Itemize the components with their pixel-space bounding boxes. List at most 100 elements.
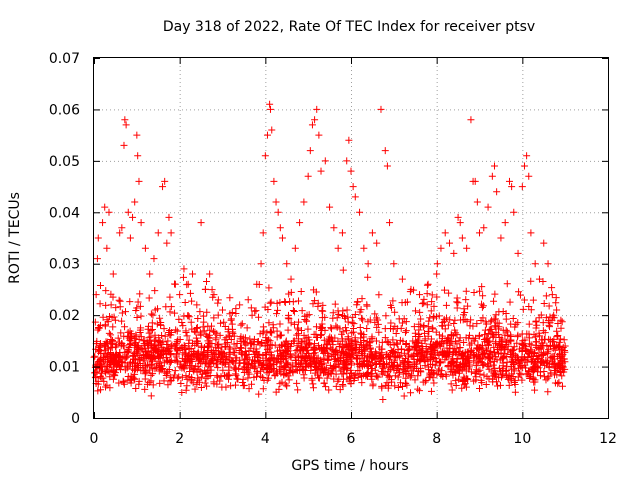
data-point xyxy=(216,331,224,339)
data-point xyxy=(349,183,357,191)
data-point xyxy=(218,353,226,361)
data-point xyxy=(290,337,298,345)
data-point xyxy=(419,345,427,353)
data-point xyxy=(554,319,562,327)
data-point xyxy=(383,360,391,368)
data-point xyxy=(99,356,107,364)
data-point xyxy=(203,382,211,390)
data-point xyxy=(533,321,541,329)
data-point xyxy=(373,239,381,247)
data-point xyxy=(507,320,515,328)
data-point xyxy=(187,345,195,353)
data-point xyxy=(177,379,185,387)
data-point xyxy=(121,116,129,124)
data-point xyxy=(332,322,340,330)
data-point xyxy=(470,289,478,297)
data-point xyxy=(159,183,167,191)
data-point xyxy=(545,302,553,310)
data-point xyxy=(155,338,163,346)
data-point xyxy=(525,172,533,180)
data-point xyxy=(394,383,402,391)
data-point xyxy=(90,369,98,377)
data-point xyxy=(314,299,322,307)
data-point xyxy=(104,318,112,326)
data-point xyxy=(518,376,526,384)
data-point xyxy=(251,363,259,371)
data-point xyxy=(317,167,325,175)
data-point xyxy=(347,380,355,388)
data-point xyxy=(343,157,351,165)
data-point xyxy=(231,364,239,372)
data-point xyxy=(294,386,302,394)
data-point xyxy=(490,357,498,365)
data-point xyxy=(135,336,143,344)
data-point xyxy=(340,364,348,372)
data-point xyxy=(206,334,214,342)
data-point xyxy=(494,382,502,390)
data-point xyxy=(185,373,193,381)
data-point xyxy=(222,383,230,391)
data-point xyxy=(116,354,124,362)
data-point xyxy=(357,306,365,314)
data-point xyxy=(99,313,107,321)
data-point xyxy=(416,332,424,340)
data-point xyxy=(490,349,498,357)
data-point xyxy=(557,316,565,324)
data-point xyxy=(441,350,449,358)
data-point xyxy=(481,326,489,334)
data-point xyxy=(292,362,300,370)
data-point xyxy=(118,224,126,232)
data-point xyxy=(527,229,535,237)
data-point xyxy=(150,255,158,263)
data-point xyxy=(227,382,235,390)
data-point xyxy=(543,342,551,350)
data-point xyxy=(556,350,564,358)
data-point xyxy=(172,326,180,334)
data-point xyxy=(504,375,512,383)
data-point xyxy=(398,346,406,354)
data-point xyxy=(267,298,275,306)
data-point xyxy=(500,353,508,361)
data-point xyxy=(198,370,206,378)
data-point xyxy=(323,340,331,348)
data-point xyxy=(139,337,147,345)
data-point xyxy=(344,318,352,326)
data-point xyxy=(167,376,175,384)
data-point xyxy=(96,300,104,308)
data-point xyxy=(510,350,518,358)
data-point xyxy=(96,346,104,354)
data-point xyxy=(525,340,533,348)
data-point xyxy=(525,320,533,328)
data-point xyxy=(462,296,470,304)
data-point xyxy=(109,337,117,345)
data-point xyxy=(451,316,459,324)
data-point xyxy=(282,347,290,355)
data-point xyxy=(280,363,288,371)
data-point xyxy=(346,358,354,366)
data-point xyxy=(311,116,319,124)
data-point xyxy=(171,280,179,288)
data-point xyxy=(118,317,126,325)
data-point xyxy=(111,369,119,377)
data-point xyxy=(187,318,195,326)
data-point xyxy=(297,288,305,296)
data-point xyxy=(166,308,174,316)
data-point xyxy=(287,354,295,362)
data-point xyxy=(348,345,356,353)
data-point xyxy=(319,324,327,332)
data-point xyxy=(346,373,354,381)
data-point xyxy=(556,365,564,373)
data-point xyxy=(495,374,503,382)
data-point xyxy=(505,372,513,380)
data-point xyxy=(166,373,174,381)
data-point xyxy=(173,340,181,348)
data-point xyxy=(345,136,353,144)
data-point xyxy=(403,381,411,389)
data-point xyxy=(473,198,481,206)
data-point xyxy=(151,342,159,350)
data-point xyxy=(418,300,426,308)
data-point xyxy=(496,341,504,349)
data-point xyxy=(231,370,239,378)
data-point xyxy=(251,307,259,315)
data-point xyxy=(546,354,554,362)
